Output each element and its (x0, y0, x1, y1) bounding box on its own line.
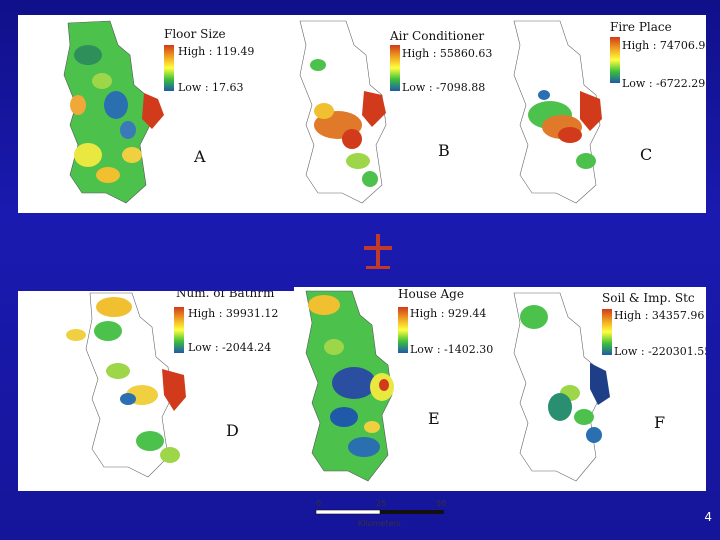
panel-c-legend-high: High : 74706.97 (622, 39, 706, 52)
panel-c-letter: C (640, 145, 653, 164)
panel-e-legend-high: High : 929.44 (410, 307, 487, 320)
panel-f-title: Soil & Imp. Stc (602, 291, 695, 305)
panel-d-letter: D (226, 421, 239, 440)
fire-place-surface-map (513, 20, 602, 204)
map-panel-num-of-bathrm: Num. of Bathrm High : 39931.12 Low : -20… (18, 291, 294, 491)
map-panel-air-conditioner: Air Conditioner High : 55860.63 Low : -7… (278, 15, 510, 213)
air-conditioner-surface-map (299, 20, 387, 204)
soil-imp-stc-surface-map (513, 292, 610, 482)
map-panel-soil-imp-stc: Soil & Imp. Stc High : 34357.96 Low : -2… (510, 287, 706, 491)
panel-c-title: Fire Place (610, 20, 672, 34)
panel-d-legend-high: High : 39931.12 (188, 307, 279, 320)
floor-size-surface-map (63, 20, 164, 204)
north-arrow-icon (364, 234, 392, 269)
panel-e-letter: E (428, 409, 440, 428)
panel-b-legend-high: High : 55860.63 (402, 47, 493, 60)
panel-e-title: House Age (398, 287, 464, 301)
panel-b-legend-low: Low : -7098.88 (402, 81, 486, 94)
scale-tick-0: 0 (316, 499, 321, 508)
panel-f-legend-high: High : 34357.96 (614, 309, 705, 322)
scale-bar-segment (315, 509, 381, 515)
map-panel-floor-size: Floor Size High : 119.49 Low : 17.63 A (18, 15, 278, 213)
panel-a-legend-ramp (164, 45, 174, 91)
panel-b-title: Air Conditioner (390, 29, 485, 43)
panel-b-letter: B (438, 141, 450, 160)
panel-a-title: Floor Size (164, 27, 226, 41)
panel-e-legend-low: Low : -1402.30 (410, 343, 494, 356)
house-age-surface-map (305, 290, 394, 482)
panel-d-legend-ramp (174, 307, 184, 353)
panel-e-legend-ramp (398, 307, 408, 353)
map-panel-house-age: House Age High : 929.44 Low : -1402.30 E (294, 287, 510, 491)
scale-tick-25: 25 (376, 499, 386, 508)
panel-a-letter: A (194, 147, 206, 166)
panel-a-legend-low: Low : 17.63 (178, 81, 244, 94)
num-of-bathrm-surface-map (66, 292, 186, 478)
panel-f-legend-low: Low : -220301.55 (614, 345, 706, 358)
scale-tick-50: 50 (436, 499, 446, 508)
map-panel-fire-place: Fire Place High : 74706.97 Low : -6722.2… (510, 15, 706, 213)
scale-unit-label: Kilometers (358, 519, 401, 528)
panel-b-legend-ramp (390, 45, 400, 91)
panel-d-title: Num. of Bathrm (176, 291, 275, 300)
scale-bar: 0 25 50 Kilometers (315, 499, 446, 528)
panel-a-legend-high: High : 119.49 (178, 45, 255, 58)
panel-f-letter: F (654, 413, 666, 432)
panel-c-legend-low: Low : -6722.29 (622, 77, 706, 90)
panel-c-legend-ramp (610, 37, 620, 83)
panel-f-legend-ramp (602, 309, 612, 355)
panel-d-legend-low: Low : -2044.24 (188, 341, 272, 354)
page-number: 4 (704, 510, 712, 524)
